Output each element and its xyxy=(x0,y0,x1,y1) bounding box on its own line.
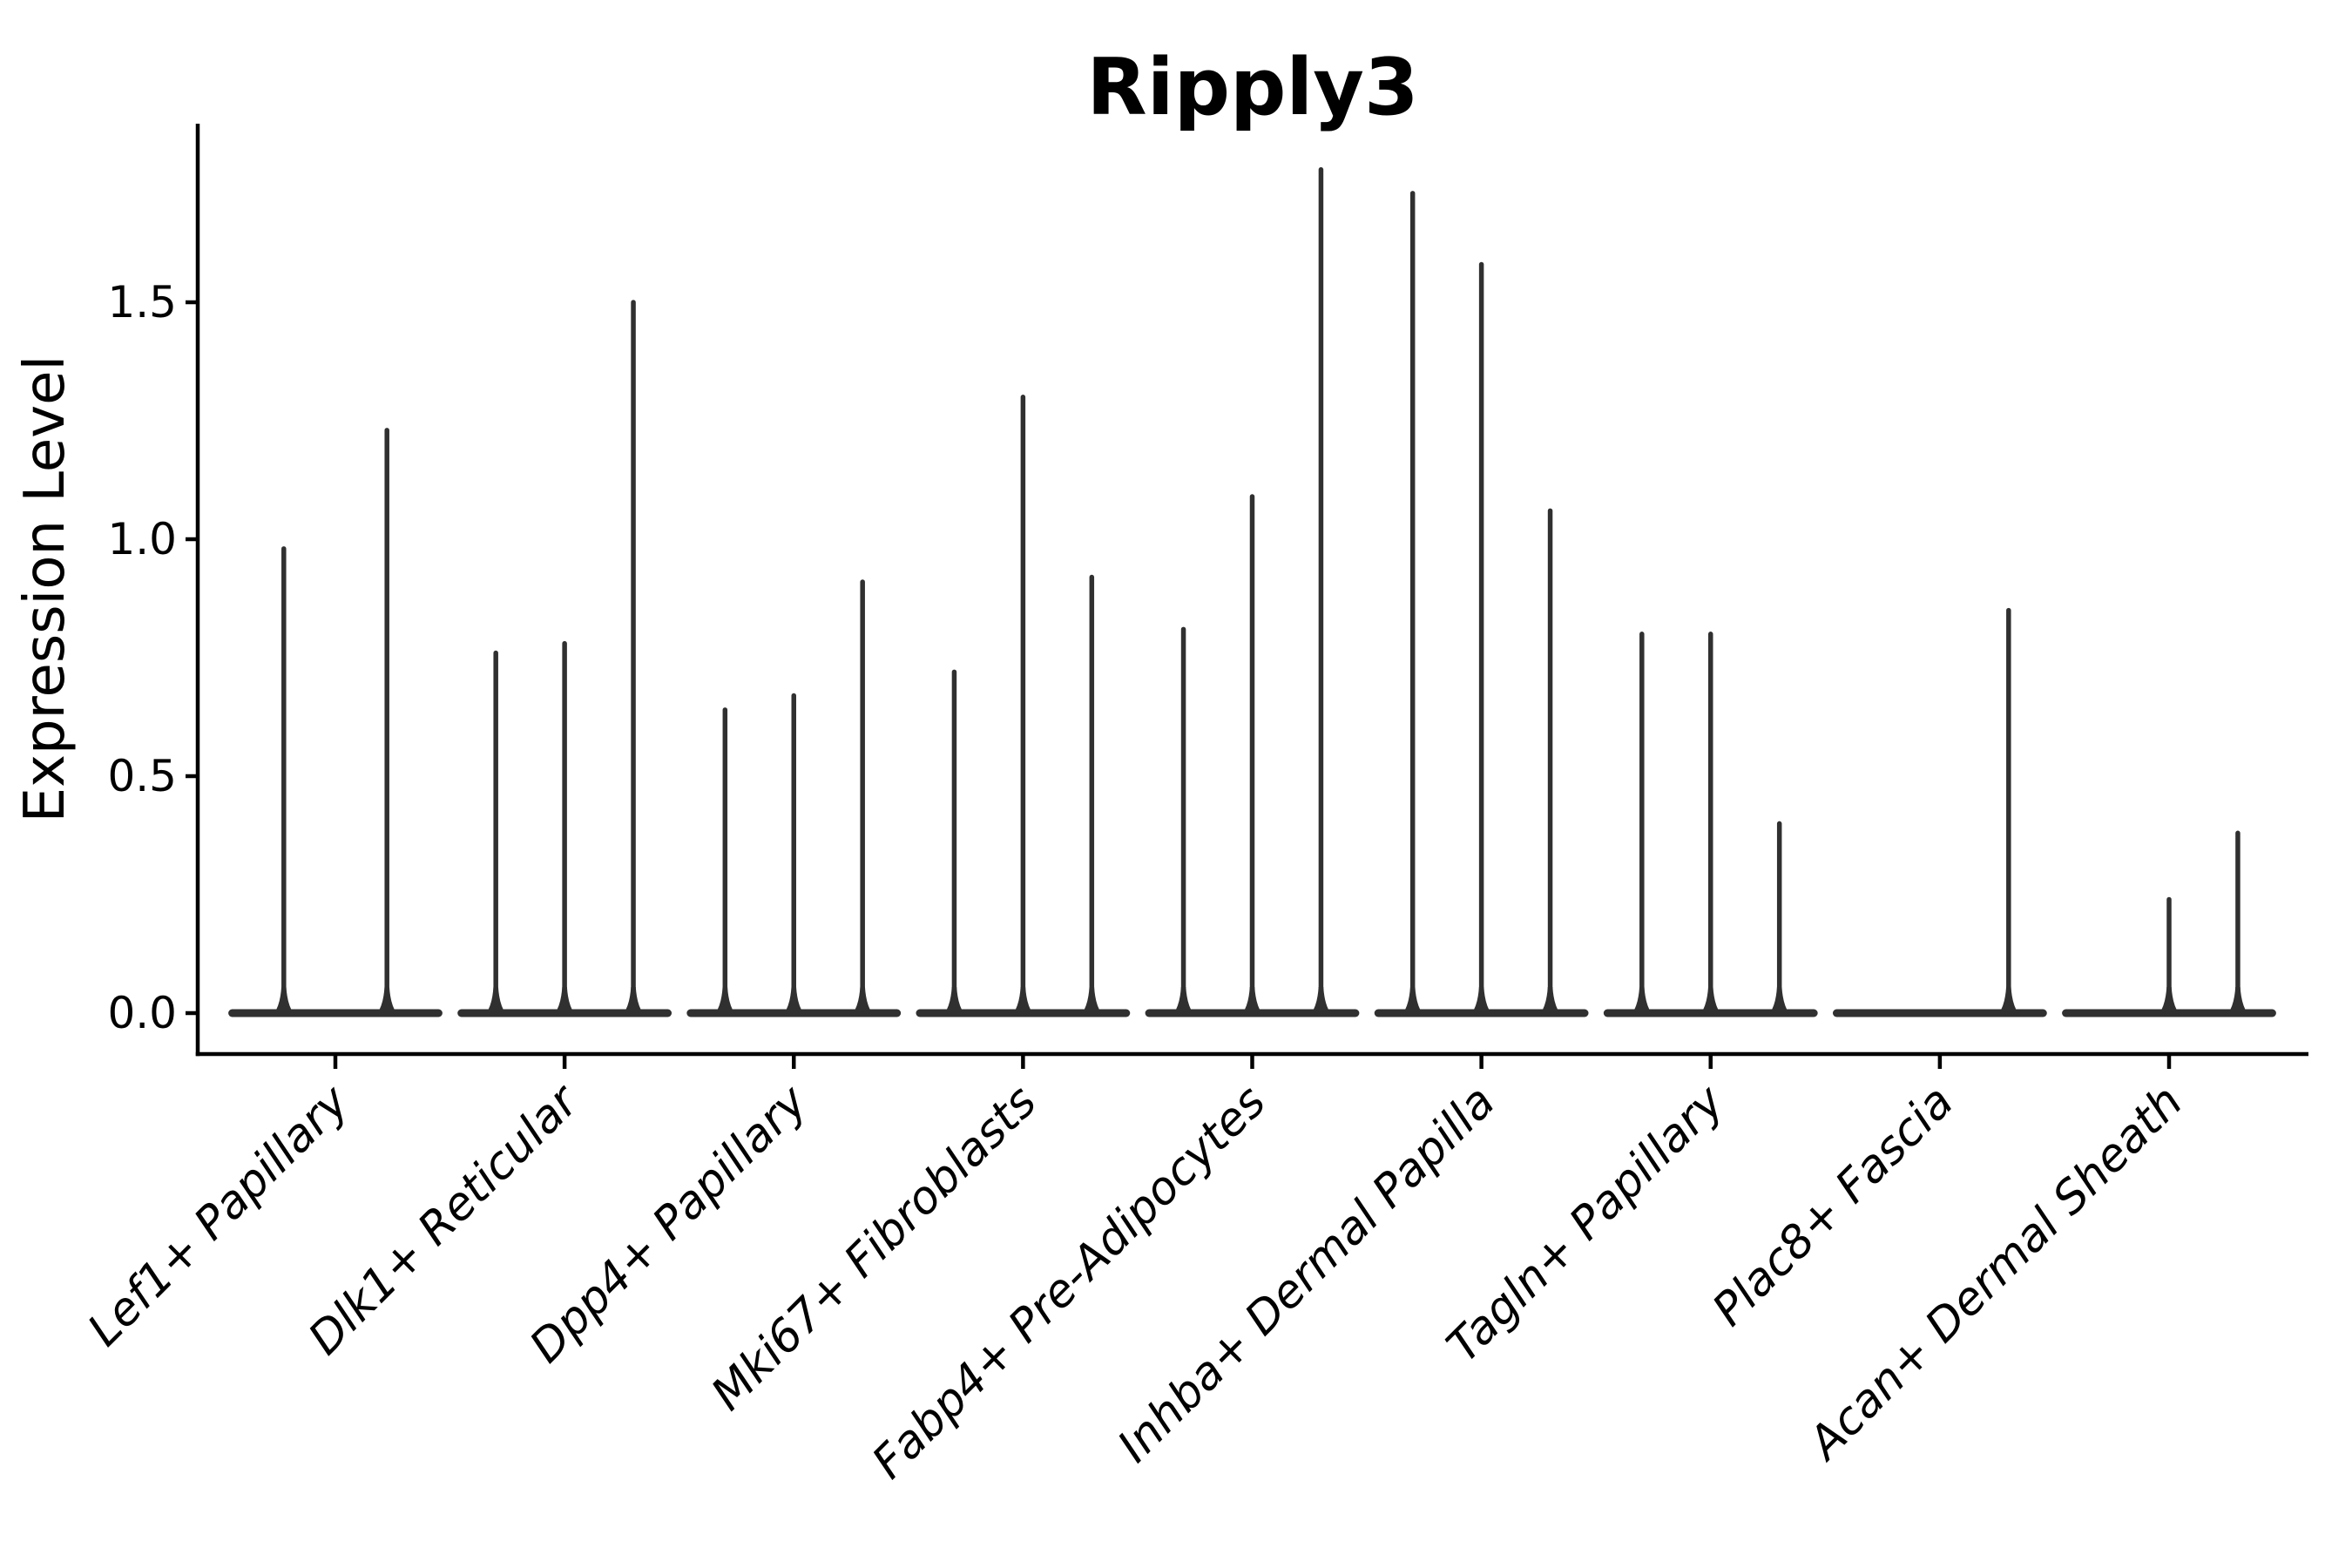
chart-title: Ripply3 xyxy=(1086,42,1418,133)
x-tick-label: Plac8+ Fascia xyxy=(1703,1076,1963,1336)
violin-layer xyxy=(228,166,2276,1017)
x-tick-label: Fabp4+ Pre-Adipocytes xyxy=(862,1076,1276,1490)
x-tick-label: Acan+ Dermal Sheath xyxy=(1797,1076,2193,1471)
y-tick-label: 1.0 xyxy=(107,514,177,564)
y-tick-label: 0.0 xyxy=(107,988,177,1038)
axes-layer: 0.0 0.5 1.0 1.5 xyxy=(107,124,2308,1069)
y-tick-label: 1.5 xyxy=(107,277,177,328)
y-axis-label: Expression Level xyxy=(13,355,78,823)
y-tick-label: 0.5 xyxy=(107,751,177,801)
x-tick-label: Inhba+ Dermal Papilla xyxy=(1108,1076,1505,1473)
